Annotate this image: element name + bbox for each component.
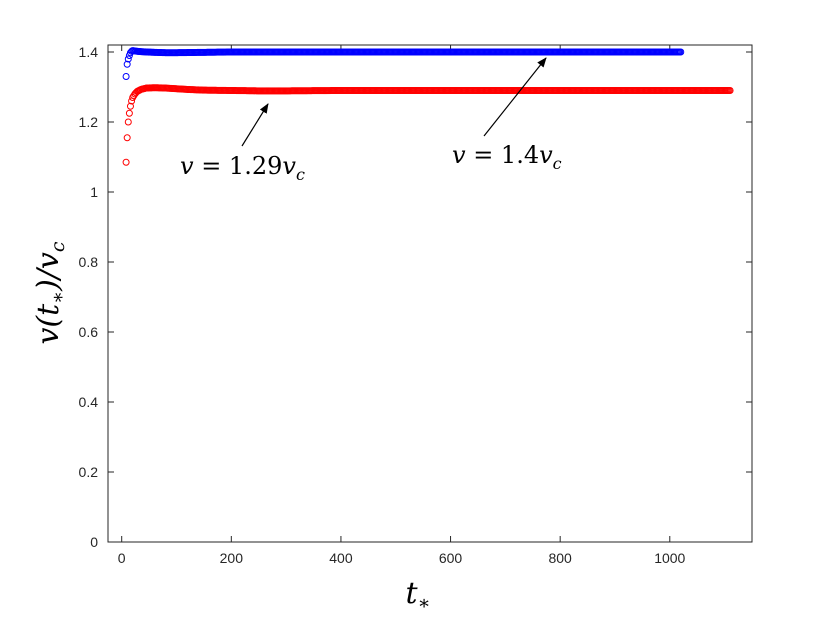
data-point: [129, 94, 137, 101]
series-0: [122, 47, 685, 80]
y-axis-label: v(t∗)/vc: [31, 241, 69, 344]
data-point: [123, 60, 131, 68]
y-tick-label: 1.4: [79, 44, 99, 60]
annotation-blue: v = 1.4vc: [452, 57, 562, 173]
annotation-arrow-red: [241, 103, 269, 147]
x-tick-label: 0: [118, 550, 126, 566]
series-1: [122, 84, 734, 166]
data-point: [124, 55, 132, 63]
data-point: [122, 73, 130, 80]
data-series: [122, 47, 734, 166]
y-tick-label: 0.4: [79, 394, 99, 410]
data-point: [125, 109, 133, 117]
plot-area: [107, 44, 753, 543]
x-tick-label: 1000: [654, 550, 685, 566]
annotation-arrow-blue: [483, 57, 547, 137]
annotation-label-blue: v = 1.4vc: [452, 141, 562, 173]
y-tick-label: 0.8: [79, 254, 99, 270]
x-axis: 0 200 400 600 800 1000: [118, 45, 686, 566]
y-tick-label: 1.2: [79, 114, 99, 130]
x-tick-label: 800: [548, 550, 572, 566]
y-tick-label: 0.6: [79, 324, 99, 340]
y-axis: 0 0.2 0.4 0.6 0.8 1 1.2 1.4: [79, 44, 752, 550]
data-point: [726, 87, 734, 94]
x-tick-label: 400: [329, 550, 353, 566]
data-point: [122, 158, 130, 166]
data-point: [123, 134, 131, 142]
data-point: [677, 48, 685, 56]
annotation-label-red: v = 1.29vc: [180, 152, 305, 184]
data-point: [124, 118, 132, 126]
y-tick-label: 0.2: [79, 464, 99, 480]
y-tick-label: 0: [90, 534, 98, 550]
x-axis-label: t∗: [406, 576, 431, 614]
annotation-red: v = 1.29vc: [180, 103, 305, 184]
x-tick-label: 600: [439, 550, 463, 566]
data-point: [126, 102, 134, 110]
x-tick-label: 200: [220, 550, 244, 566]
y-tick-label: 1: [90, 184, 98, 200]
